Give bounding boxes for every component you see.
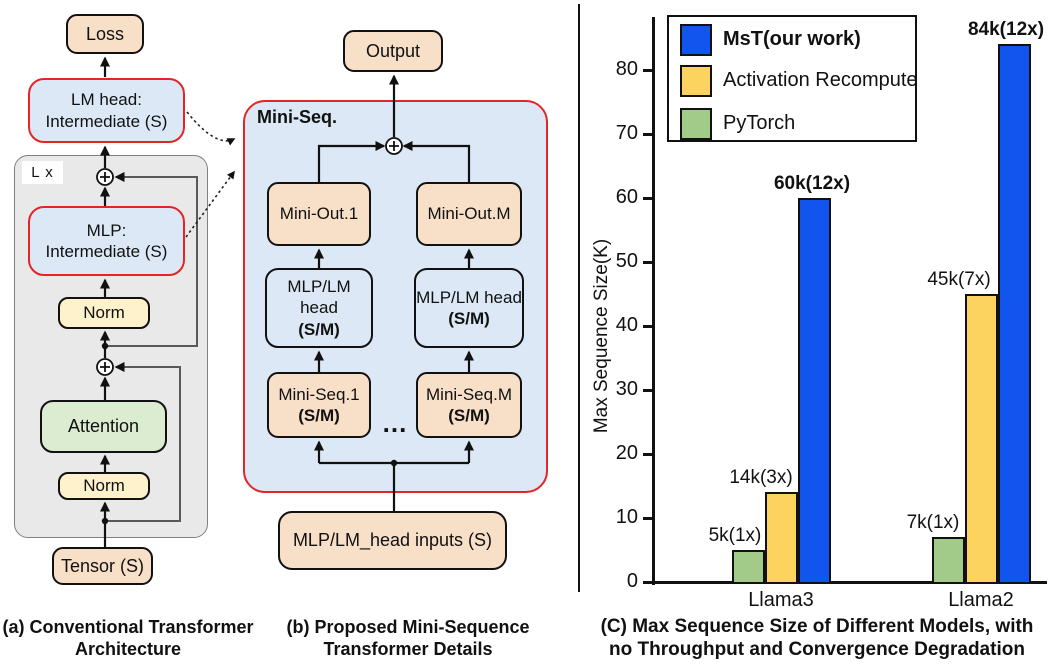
tensor-input-box: Tensor (S) (52, 547, 153, 585)
lm-head-box: LM head: Intermediate (S) (28, 78, 185, 143)
bar-mst-our-work--llama2 (997, 44, 1031, 584)
output-box: Output (343, 30, 443, 72)
bar-value-label: 5k(1x) (708, 525, 762, 546)
y-tick-mark (643, 580, 652, 584)
panel-divider-line (578, 4, 580, 592)
bar-mst-our-work--llama3 (797, 198, 831, 584)
y-tick-mark (643, 196, 652, 200)
y-tick-label: 0 (626, 570, 638, 592)
caption-panel-a: (a) Conventional Transformer Architectur… (2, 617, 254, 659)
y-tick-mark (643, 516, 652, 520)
y-tick-label: 30 (615, 378, 638, 400)
caption-panel-c: (C) Max Sequence Size of Different Model… (600, 616, 1034, 660)
mini-out-m-box: Mini-Out.M (416, 182, 522, 246)
y-tick-label: 50 (615, 250, 638, 272)
y-tick-label: 20 (615, 442, 638, 464)
bar-pytorch-llama3 (731, 550, 765, 584)
mini-seq-1-box: Mini-Seq.1 (S/M) (267, 372, 371, 438)
mini-seq-container-label: Mini-Seq. (257, 107, 337, 127)
loss-box: Loss (66, 14, 144, 54)
layer-repeat-label: L x (22, 161, 63, 184)
legend-label: Activation Recompute (723, 69, 918, 91)
y-axis-title: Max Sequence Size(K) (591, 238, 612, 434)
mlp-lm-head-m-line1: MLP/LM head (416, 287, 522, 307)
bar-activation-recompute-llama3 (764, 492, 798, 584)
legend-swatch (680, 23, 712, 56)
bar-value-label: 45k(7x) (927, 269, 991, 290)
legend-swatch (680, 107, 712, 140)
legend-label: MsT(our work) (723, 28, 861, 50)
y-tick-label: 80 (615, 58, 638, 80)
y-tick-mark (643, 388, 652, 392)
mini-seq-m-line2: (S/M) (448, 406, 490, 425)
mini-seq-1-line1: Mini-Seq.1 (278, 384, 360, 404)
mlp-lm-head-1-box: MLP/LM head (S/M) (265, 268, 373, 348)
mlp-lm-head-inputs-box: MLP/LM_head inputs (S) (278, 511, 507, 570)
mini-out-1-box: Mini-Out.1 (267, 182, 371, 246)
bar-value-label: 7k(1x) (906, 512, 960, 534)
y-tick-mark (643, 452, 652, 456)
y-tick-mark (643, 324, 652, 328)
bar-pytorch-llama2 (931, 537, 965, 584)
y-tick-mark (643, 132, 652, 136)
y-tick-label: 10 (615, 506, 638, 528)
legend-item: PyTorch (680, 107, 795, 140)
legend-swatch (680, 64, 712, 97)
caption-panel-b: (b) Proposed Mini-Sequence Transformer D… (286, 617, 530, 659)
mlp-lm-head-1-line2: (S/M) (298, 319, 340, 339)
mlp-lm-head-1-line1: MLP/LM head (287, 277, 351, 318)
mlp-lm-head-m-box: MLP/LM head (S/M) (414, 268, 524, 348)
mini-seq-m-box: Mini-Seq.M (S/M) (416, 372, 522, 438)
chart-legend: MsT(our work) Activation Recompute PyTorch (667, 15, 918, 142)
bar-value-label: 60k(12x) (773, 173, 851, 194)
legend-label: PyTorch (723, 112, 796, 134)
bar-activation-recompute-llama2 (964, 294, 998, 584)
legend-item: Activation Recompute (680, 64, 918, 97)
y-axis (652, 17, 655, 585)
legend-item: MsT(our work) (680, 23, 861, 56)
y-tick-label: 40 (615, 314, 638, 336)
x-axis (652, 581, 1047, 584)
y-tick-mark (643, 260, 652, 264)
x-category-label: Llama3 (748, 589, 814, 611)
mini-seq-1-line2: (S/M) (298, 406, 340, 425)
ellipsis-more-minibatches: ... (382, 408, 408, 438)
bar-value-label: 14k(3x) (729, 467, 793, 489)
y-tick-label: 70 (615, 122, 638, 144)
bar-value-label: 84k(12x) (967, 19, 1045, 41)
mini-seq-m-line1: Mini-Seq.M (426, 384, 512, 404)
mlp-lm-head-m-line2: (S/M) (448, 309, 490, 328)
x-category-label: Llama2 (948, 589, 1014, 611)
y-tick-label: 60 (615, 186, 638, 208)
y-tick-mark (643, 68, 652, 72)
